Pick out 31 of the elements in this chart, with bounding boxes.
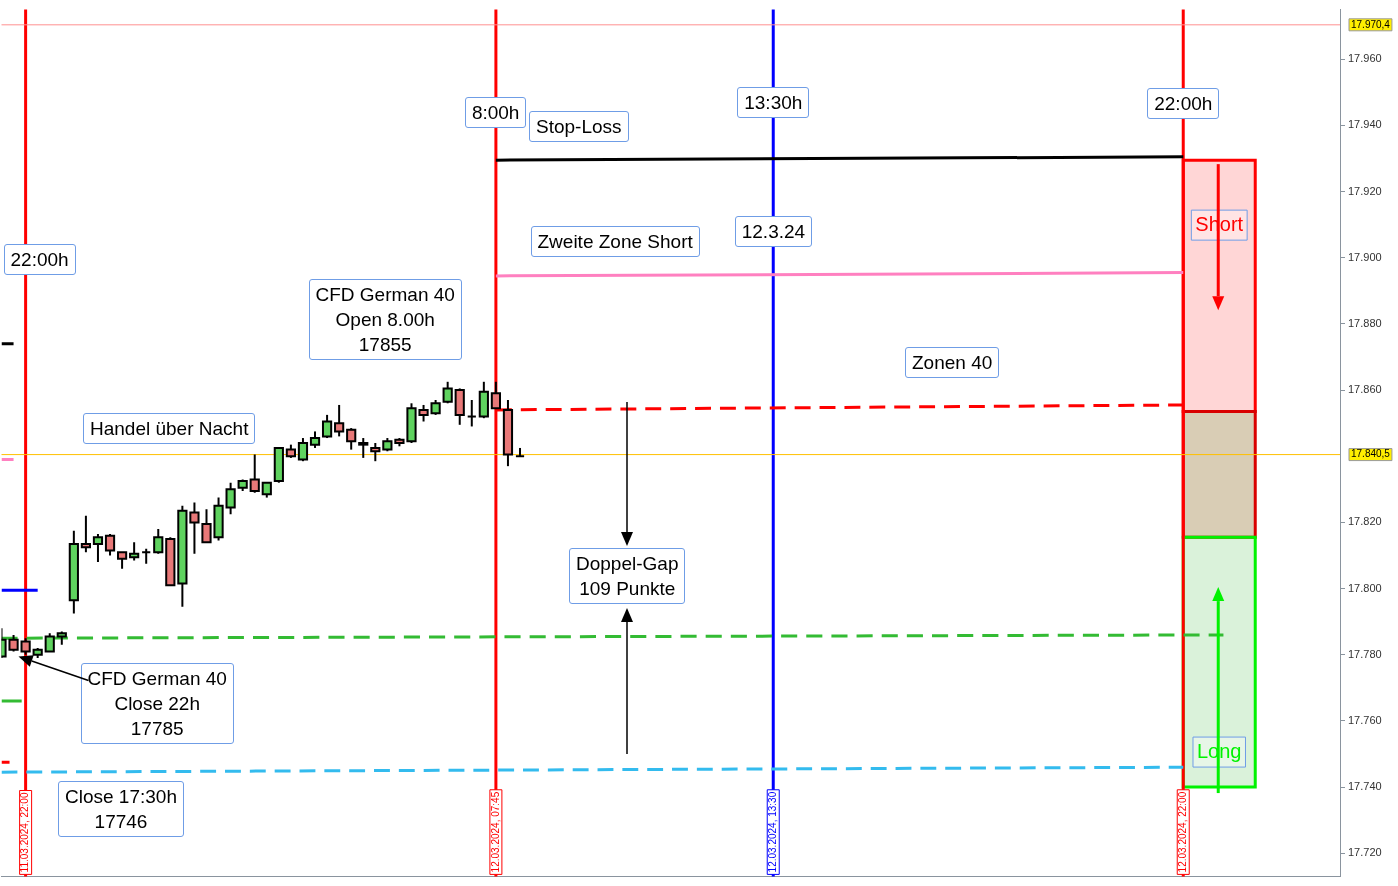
annotation: Close 17:30h 17746 — [58, 781, 184, 837]
annotation: 12.3.24 — [734, 215, 813, 247]
annotation: CFD German 40 Close 22h 17785 — [80, 662, 234, 744]
annotation: 22:00h — [3, 243, 76, 275]
y-tick-label: 17.820 — [1348, 515, 1382, 528]
annotation: Stop-Loss — [529, 110, 629, 142]
ref-line-label: 17.840,5 — [1351, 448, 1391, 460]
annotation: Zonen 40 — [905, 346, 1000, 378]
y-tick-label: 17.760 — [1348, 713, 1382, 726]
y-tick-label: 17.780 — [1348, 647, 1382, 660]
y-tick-label: 17.800 — [1348, 581, 1382, 594]
y-tick-label: 17.720 — [1348, 846, 1382, 859]
x-tick-label: 12.03.2024, 22:00 — [1176, 791, 1188, 873]
annotation: CFD German 40 Open 8.00h 17855 — [308, 278, 462, 360]
y-tick-label: 17.740 — [1348, 780, 1382, 793]
ref-line-label: 17.970,4 — [1351, 18, 1391, 30]
x-tick-label: 12.03.2024, 07:45 — [489, 791, 501, 873]
y-tick-label: 17.900 — [1348, 250, 1382, 263]
y-tick-label: 17.920 — [1348, 184, 1382, 197]
y-tick-label: 17.860 — [1348, 383, 1382, 396]
y-tick-label: 17.940 — [1348, 118, 1382, 131]
annotation: Zweite Zone Short — [530, 225, 700, 257]
annotation: Handel über Nacht — [83, 412, 256, 444]
y-tick-label: 17.880 — [1348, 316, 1382, 329]
x-tick-label: 11.03.2024, 22:00 — [19, 792, 31, 873]
annotation: Doppel-Gap 109 Punkte — [569, 548, 686, 604]
annotation: 13:30h — [737, 86, 810, 118]
annotation: 8:00h — [464, 96, 527, 128]
x-tick-label: 12.03.2024, 13:30 — [767, 791, 778, 873]
annotation: 22:00h — [1147, 88, 1220, 120]
y-tick-label: 17.960 — [1348, 52, 1382, 65]
